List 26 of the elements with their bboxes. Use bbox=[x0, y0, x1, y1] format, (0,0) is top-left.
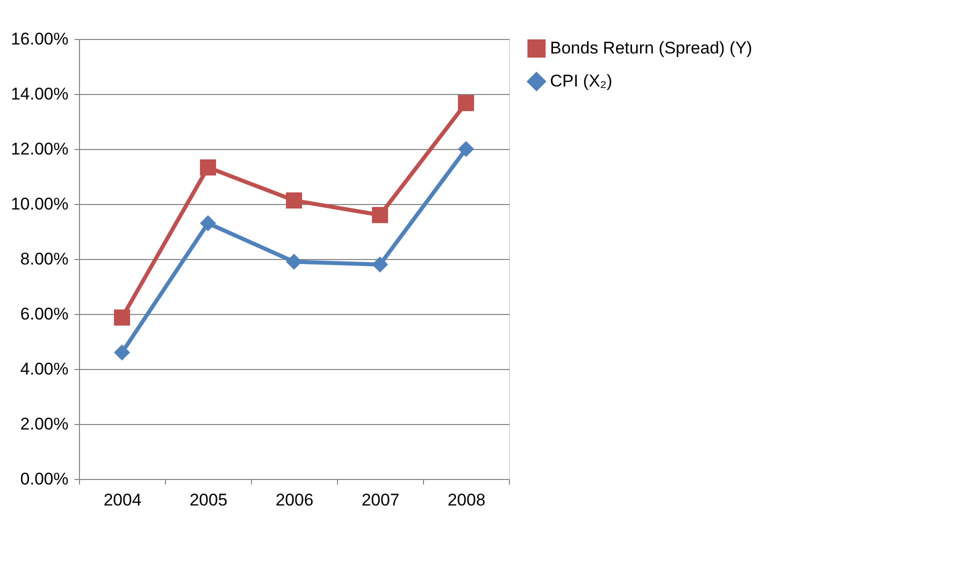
legend-label: Bonds Return (Spread) (Y) bbox=[550, 38, 752, 58]
y-tick-label: 4.00% bbox=[20, 360, 68, 378]
x-tick-label: 2004 bbox=[104, 490, 142, 510]
point bbox=[372, 206, 388, 224]
x-tick-label: 2005 bbox=[190, 490, 228, 510]
legend-label: CPI (X₂) bbox=[550, 72, 612, 90]
y-tick-label: 10.00% bbox=[10, 194, 68, 214]
y-tick-label: 0.00% bbox=[20, 470, 68, 488]
x-tick-label: 2006 bbox=[276, 490, 314, 510]
y-tick-label: 2.00% bbox=[20, 414, 68, 434]
point bbox=[200, 215, 216, 232]
point bbox=[458, 140, 474, 158]
point bbox=[286, 254, 302, 270]
y-tick-label: 12.00% bbox=[10, 140, 68, 158]
y-tick-label: 8.00% bbox=[20, 250, 68, 268]
point bbox=[458, 95, 474, 112]
point bbox=[114, 310, 130, 326]
y-tick-label: 16.00% bbox=[10, 30, 68, 48]
point bbox=[200, 159, 216, 176]
point bbox=[286, 192, 302, 208]
x-tick-label: 2008 bbox=[448, 490, 486, 510]
point bbox=[114, 344, 130, 361]
y-tick-label: 6.00% bbox=[20, 304, 68, 324]
x-tick-label: 2007 bbox=[362, 490, 400, 510]
point bbox=[372, 256, 388, 273]
y-tick-label: 14.00% bbox=[10, 84, 68, 104]
